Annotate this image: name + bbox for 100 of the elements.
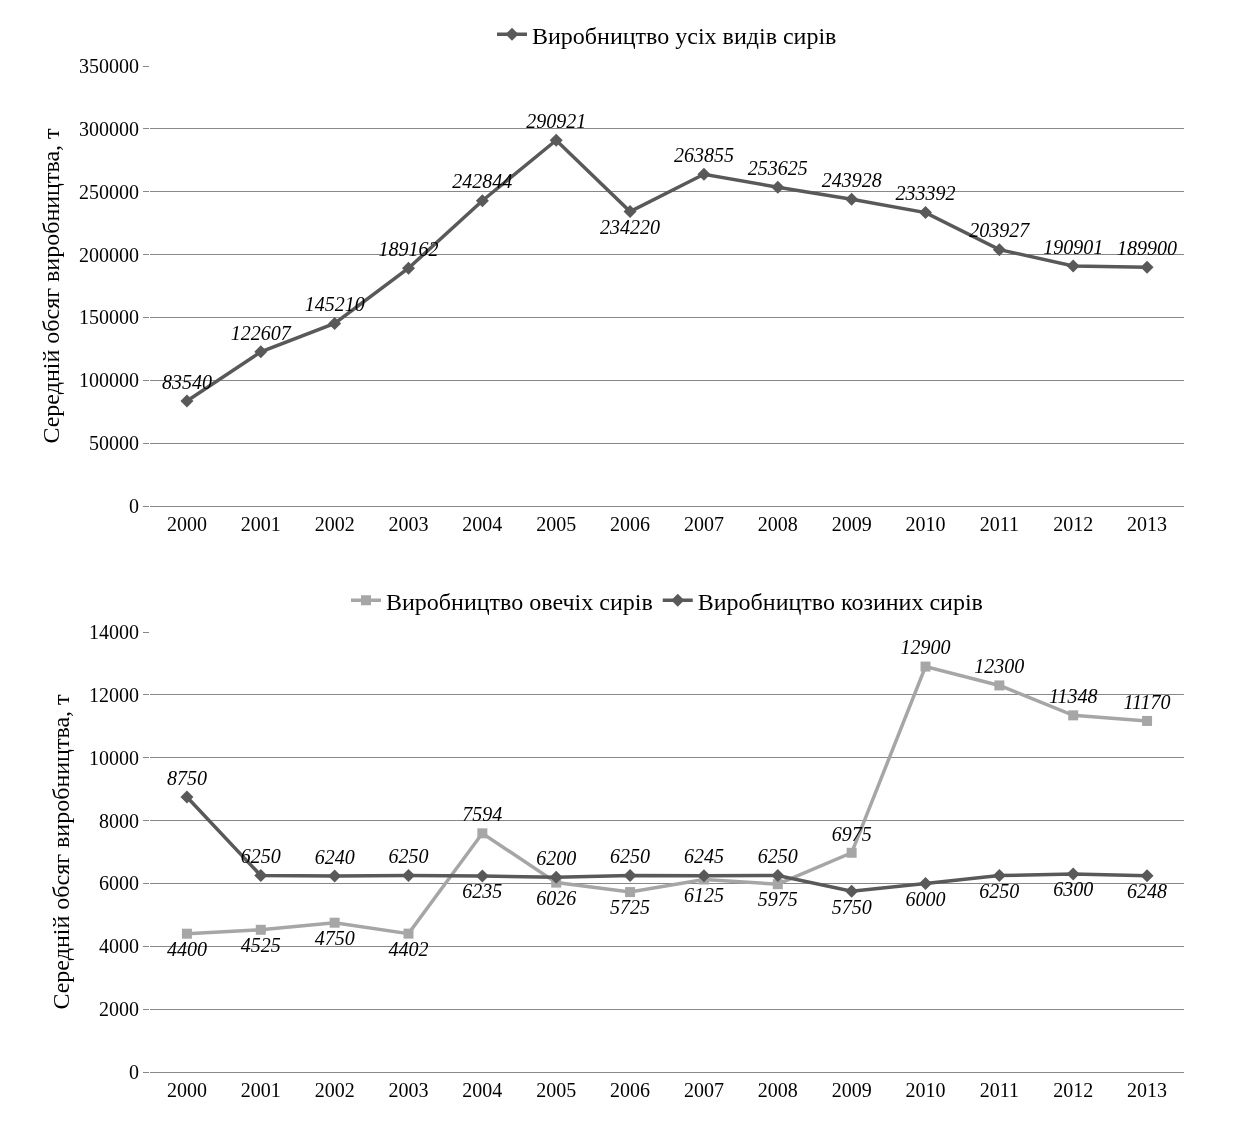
y-tick-label: 0: [129, 1061, 139, 1083]
x-tick-label: 2011: [979, 1079, 1019, 1101]
data-label: 6245: [683, 845, 724, 868]
point: [402, 261, 415, 275]
x-tick-label: 2002: [314, 1079, 355, 1101]
point: [697, 167, 711, 181]
point: [549, 133, 563, 147]
point: [919, 876, 932, 890]
data-label: 11348: [1048, 685, 1098, 708]
x-tick-label: 2007: [683, 513, 724, 535]
data-label: 190901: [1043, 235, 1104, 258]
data-label: 8750: [166, 766, 207, 789]
y-tick-label: 350000: [79, 55, 139, 77]
data-label: 5725: [610, 896, 651, 919]
x-tick-label: 2000: [166, 1079, 207, 1101]
data-label: 6250: [388, 845, 429, 868]
point: [328, 869, 342, 883]
point: [403, 928, 414, 939]
data-label: 83540: [161, 370, 212, 393]
data-label: 4400: [166, 937, 207, 960]
x-tick-label: 2002: [314, 513, 355, 535]
point: [1142, 715, 1153, 726]
data-label: 122607: [230, 321, 292, 344]
x-tick-label: 2008: [757, 1079, 798, 1101]
point: [180, 394, 194, 408]
x-tick-label: 2008: [757, 513, 798, 535]
data-label: 12900: [900, 636, 951, 659]
point: [1140, 869, 1154, 883]
x-tick-label: 2012: [1053, 1079, 1094, 1101]
data-label: 6240: [314, 845, 355, 868]
point: [254, 869, 268, 883]
x-tick-label: 2005: [536, 513, 577, 535]
point: [845, 192, 859, 206]
x-tick-label: 2013: [1127, 513, 1168, 535]
data-label: 263855: [673, 144, 734, 167]
x-tick-label: 2013: [1127, 1079, 1168, 1101]
point: [1066, 259, 1080, 273]
y-tick-label: 4000: [99, 935, 139, 958]
data-label: 290921: [526, 110, 587, 133]
x-tick-label: 2009: [831, 1079, 872, 1101]
y-axis-title: Середній обсяг виробництва, т: [38, 127, 65, 444]
data-label: 5975: [757, 888, 798, 911]
point: [623, 205, 637, 219]
y-tick-label: 300000: [79, 117, 139, 140]
data-label: 12300: [974, 655, 1025, 678]
x-tick-label: 2000: [166, 513, 207, 535]
data-label: 234220: [600, 215, 661, 238]
data-label: 6300: [1053, 878, 1094, 901]
point: [992, 869, 1006, 883]
point: [845, 884, 859, 898]
y-tick-label: 10000: [89, 746, 139, 769]
y-tick-label: 14000: [89, 621, 139, 643]
data-label: 6125: [683, 883, 724, 906]
point: [475, 194, 489, 208]
point: [254, 345, 268, 359]
data-label: 253625: [747, 156, 808, 179]
y-tick-label: 250000: [79, 180, 139, 203]
data-label: 4525: [240, 934, 281, 957]
x-tick-label: 2003: [388, 1079, 429, 1101]
data-label: 6200: [536, 846, 577, 869]
point: [328, 316, 342, 330]
y-tick-label: 6000: [99, 872, 139, 895]
point: [180, 790, 194, 804]
point: [920, 661, 931, 672]
data-label: 6975: [831, 822, 872, 845]
data-label: 4750: [314, 926, 355, 949]
y-tick-label: 8000: [99, 809, 139, 832]
point: [772, 879, 783, 890]
point: [1066, 867, 1080, 881]
point: [475, 869, 489, 883]
x-tick-label: 2004: [462, 1079, 503, 1101]
x-tick-label: 2009: [831, 513, 872, 535]
x-tick-label: 2004: [462, 513, 503, 535]
point: [625, 887, 636, 898]
point: [402, 869, 415, 883]
x-tick-label: 2001: [240, 513, 281, 535]
x-tick-label: 2010: [905, 513, 946, 535]
data-label: 6250: [757, 845, 798, 868]
point: [771, 180, 785, 194]
x-tick-label: 2012: [1053, 513, 1094, 535]
data-label: 4402: [388, 937, 429, 960]
point: [1068, 710, 1079, 721]
data-label: 6235: [462, 880, 503, 903]
x-tick-label: 2011: [979, 513, 1019, 535]
data-label: 11170: [1123, 690, 1171, 713]
data-label: 6026: [536, 886, 577, 909]
x-tick-label: 2006: [610, 1079, 651, 1101]
point: [329, 917, 340, 928]
y-tick-label: 2000: [99, 998, 139, 1021]
y-axis-title: Середній обсяг виробництва, т: [48, 693, 75, 1010]
x-tick-label: 2003: [388, 513, 429, 535]
x-tick-label: 2001: [240, 1079, 281, 1101]
point: [549, 870, 563, 884]
point: [1140, 260, 1154, 274]
data-label: 5750: [831, 895, 872, 918]
point: [771, 869, 785, 883]
point: [992, 243, 1006, 257]
point: [623, 869, 637, 883]
data-label: 6250: [610, 845, 651, 868]
legend-label: Виробництво усіх видів сирів: [532, 22, 837, 49]
